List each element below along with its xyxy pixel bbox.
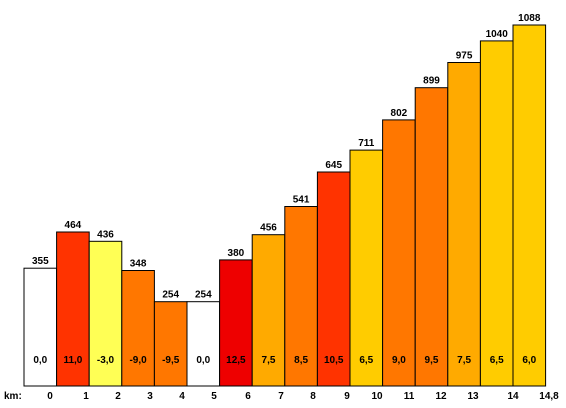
gradient-label: 7,5 — [262, 355, 276, 366]
elevation-label: 436 — [97, 229, 114, 240]
elevation-label: 254 — [162, 290, 179, 301]
segment-bar — [382, 119, 416, 387]
gradient-label: 7,5 — [457, 355, 471, 366]
km-tick-label: 11 — [404, 391, 415, 402]
elevation-label: 464 — [65, 220, 82, 231]
gradient-label: 0,0 — [33, 355, 47, 366]
km-tick-label: 6 — [245, 391, 251, 402]
km-tick-label: 0 — [47, 391, 53, 402]
elevation-label: 1088 — [518, 13, 541, 24]
gradient-label: 8,5 — [294, 355, 308, 366]
km-tick-label: 4 — [179, 391, 185, 402]
elevation-label: 355 — [32, 256, 49, 267]
segment-bar — [349, 149, 384, 387]
gradient-label: -9,0 — [129, 355, 147, 366]
km-tick-label: 5 — [211, 391, 217, 402]
segment-bar — [316, 171, 351, 387]
x-axis-prefix-label: km: — [4, 391, 22, 402]
elevation-label: 711 — [358, 138, 375, 149]
segment-bar — [153, 301, 188, 387]
gradient-label: 9,0 — [392, 355, 406, 366]
bars-layer — [23, 24, 547, 387]
gradient-label: -3,0 — [97, 355, 115, 366]
km-tick-label: 13 — [467, 391, 479, 402]
segment-bar — [414, 87, 449, 387]
gradient-label: 6,5 — [359, 355, 373, 366]
km-tick-label: 12 — [435, 391, 447, 402]
labels-layer: 355 0,0 464 11,0 436 -3,0 348 -9,0 254 -9,5 254 0,0… — [32, 13, 541, 366]
elevation-label: 541 — [293, 195, 310, 206]
gradient-label: 6,0 — [522, 355, 536, 366]
km-tick-label: 14 — [507, 391, 519, 402]
km-tick-label: 10 — [371, 391, 383, 402]
segment-bar — [447, 62, 481, 387]
elevation-label: 348 — [130, 259, 147, 270]
elevation-label: 645 — [325, 160, 342, 171]
gradient-label: 6,5 — [490, 355, 504, 366]
elevation-label: 380 — [228, 248, 245, 259]
km-tick-label: 1 — [83, 391, 89, 402]
x-axis-ticks: km: 0 1 2 3 4 5 6 7 8 9 10 11 12 13 14 14,8 — [4, 391, 559, 402]
km-tick-label: 8 — [310, 391, 316, 402]
segment-bar — [121, 270, 155, 387]
km-tick-label: 14,8 — [539, 391, 559, 402]
segment-bar — [219, 259, 253, 387]
elevation-label: 899 — [423, 76, 440, 87]
km-tick-label: 7 — [278, 391, 284, 402]
segment-bar — [88, 240, 123, 387]
elevation-label: 1040 — [486, 29, 509, 40]
segment-bar — [23, 267, 58, 387]
km-tick-label: 2 — [115, 391, 121, 402]
segment-bar — [186, 301, 221, 387]
gradient-label: 10,5 — [324, 355, 344, 366]
segment-bar — [479, 40, 514, 387]
elevation-label: 975 — [456, 51, 473, 62]
gradient-label: 12,5 — [226, 355, 246, 366]
km-tick-label: 9 — [344, 391, 350, 402]
gradient-label: 9,5 — [425, 355, 439, 366]
elevation-label: 802 — [391, 108, 408, 119]
elevation-label: 456 — [260, 223, 277, 234]
gradient-label: -9,5 — [162, 355, 180, 366]
segment-bar — [512, 24, 547, 387]
segment-bar — [251, 234, 286, 387]
elevation-label: 254 — [195, 290, 212, 301]
km-tick-label: 3 — [147, 391, 153, 402]
gradient-label: 11,0 — [63, 355, 82, 366]
segment-bar — [56, 231, 90, 387]
gradient-label: 0,0 — [196, 355, 210, 366]
